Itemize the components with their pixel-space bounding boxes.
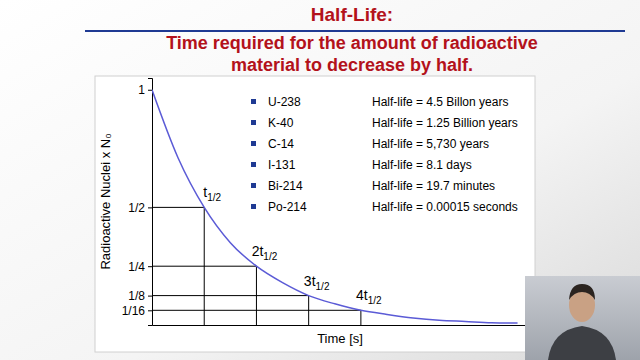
y-tick-mark [148, 296, 152, 297]
y-axis-title: Radioactive Nuclei x N₀ [98, 133, 113, 269]
bullet [251, 204, 256, 209]
annotation-label: 3t1/2 [304, 273, 330, 292]
webcam-body [548, 326, 616, 360]
y-tick-mark [148, 207, 152, 208]
y-tick-label: 1/16 [122, 304, 146, 318]
y-tick-label: 1/2 [128, 201, 145, 215]
isotope-half-life: Half-life = 1.25 Billion years [372, 116, 518, 130]
isotope-half-life: Half-life = 19.7 minutes [372, 179, 495, 193]
plot-area [152, 90, 518, 325]
y-tick: 1/16 [122, 304, 152, 318]
guide-horizontal [152, 310, 361, 311]
isotope-half-life: Half-life = 0.00015 seconds [372, 200, 518, 214]
title: Half-Life: [311, 4, 393, 25]
bullet [251, 141, 256, 146]
subtitle: Time required for the amount of radioact… [166, 33, 538, 75]
bullet [251, 183, 256, 188]
y-tick-label: 1 [138, 83, 145, 97]
y-tick-mark [148, 90, 152, 91]
annotation-label: 2t1/2 [252, 243, 278, 262]
isotope-name: U-238 [268, 95, 301, 109]
isotope-name: I-131 [268, 158, 296, 172]
guide-vertical [360, 310, 361, 325]
y-axis-line [148, 79, 153, 326]
background [0, 0, 640, 360]
annotation-label: 4t1/2 [356, 287, 382, 306]
isotope-half-life: Half-life = 5,730 years [372, 137, 489, 151]
isotope-name: C-14 [268, 137, 294, 151]
isotope-name: Bi-214 [268, 179, 303, 193]
decay-curve [152, 90, 518, 323]
y-tick: 1 [138, 83, 152, 97]
bullet [251, 120, 256, 125]
x-axis-title: Time [s] [317, 331, 363, 346]
isotope-half-life: Half-life = 8.1 days [372, 158, 472, 172]
y-tick-mark [148, 310, 152, 311]
y-tick: 1/2 [128, 201, 152, 215]
y-axis: 1 1/2 1/4 1/81/16 [122, 79, 153, 326]
webcam-hair [569, 284, 595, 300]
chart-panel [95, 76, 535, 352]
isotope-name: K-40 [268, 116, 294, 130]
slide: Half-Life: Time required for the amount o… [0, 0, 640, 360]
webcam-inset [525, 276, 640, 360]
y-tick-label: 1/4 [128, 260, 145, 274]
bullet [251, 99, 256, 104]
webcam-frame [525, 276, 640, 360]
bullet [251, 162, 256, 167]
y-tick: 1/8 [128, 289, 152, 303]
y-tick-label: 1/8 [128, 289, 145, 303]
guide-horizontal [152, 266, 256, 267]
y-tick: 1/4 [128, 260, 152, 274]
title-rule [85, 30, 625, 32]
x-axis-line [153, 325, 529, 326]
annotation-label: t1/2 [203, 184, 221, 203]
guide-horizontal [152, 295, 309, 296]
x-axis [153, 325, 529, 326]
isotope-name: Po-214 [268, 200, 307, 214]
isotope-half-life: Half-life = 4.5 Billon years [372, 95, 508, 109]
guide-horizontal [152, 207, 204, 208]
y-tick-mark [148, 266, 152, 267]
